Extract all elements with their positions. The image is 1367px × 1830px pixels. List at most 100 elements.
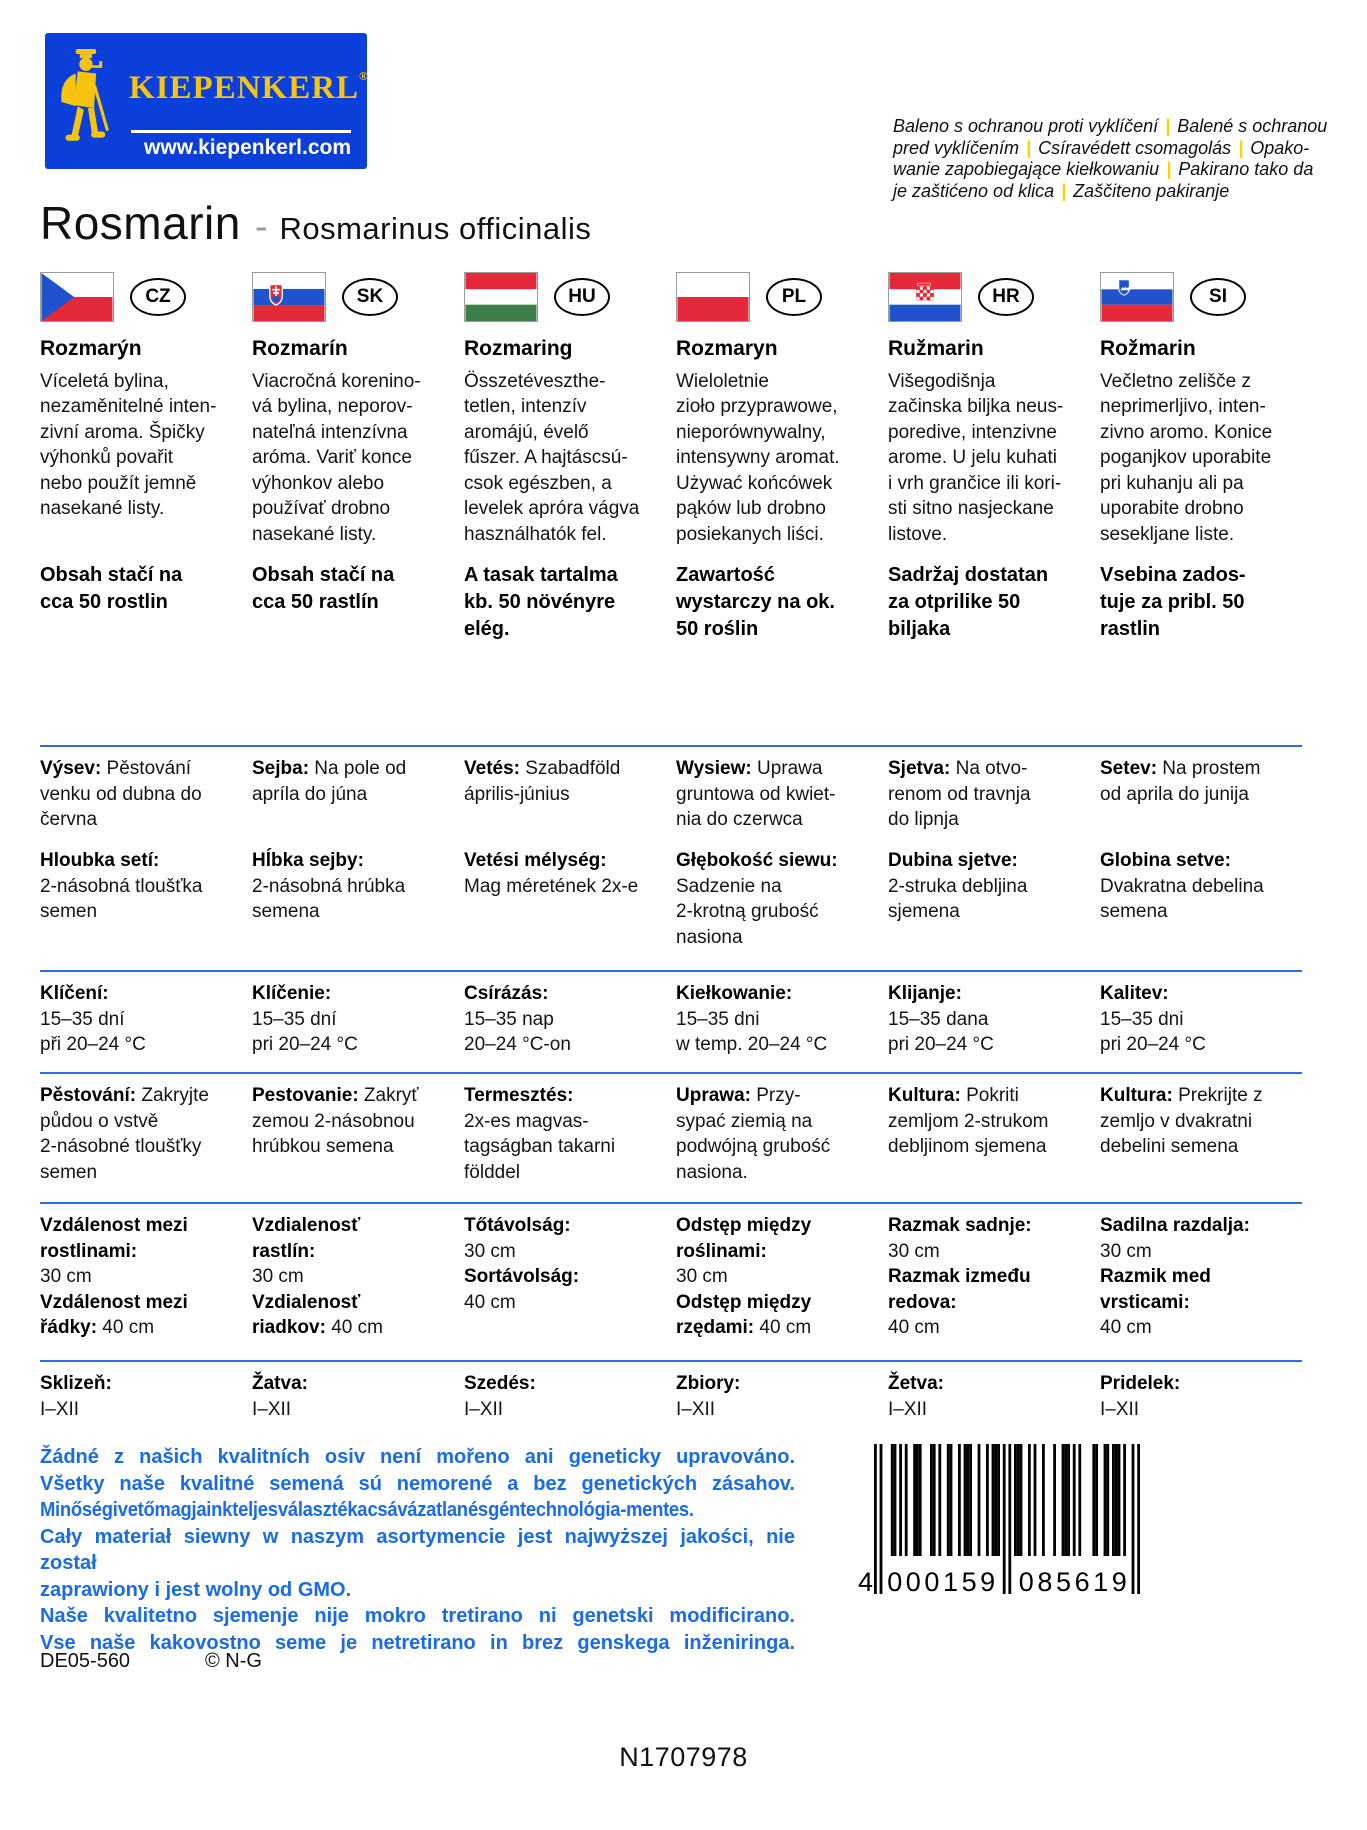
- notice-line-4: je zaštićeno od klica | Zaščiteno pakira…: [893, 180, 1230, 201]
- flag-hr-icon: [888, 272, 962, 322]
- col-si-harvest: Pridelek: I–XII: [1100, 1371, 1300, 1436]
- sowing-hr-label: Sjetva:: [888, 758, 951, 779]
- flagcell-hr: HR: [888, 272, 1088, 322]
- col-cz-content: Obsah stačí na cca 50 rostlin: [40, 562, 240, 745]
- culture-hr-text: Pokriti zemljom 2-strukom debljinom sjem…: [888, 1085, 1049, 1157]
- plant-distance-sk-label: Vzdialenosť rastlín:: [252, 1215, 361, 1262]
- country-code-badge-pl: PL: [766, 278, 822, 316]
- plant-distance-sk-text: 30 cm: [252, 1266, 304, 1287]
- sowing-sk-text: Na pole od apríla do júna: [252, 758, 407, 805]
- col-hr-content: Sadržaj dostatan za otprilike 50 biljaka: [888, 562, 1088, 745]
- culture-pl-text: Przy- sypać ziemią na podwójną grubość n…: [676, 1085, 831, 1183]
- col-sk-spacing: Vzdialenosť rastlín: 30 cm Vzdialenosť ri…: [252, 1213, 452, 1360]
- flag-hu-icon: [464, 272, 538, 322]
- sowing-pl-text: Uprawa gruntowa od kwiet- nia do czerwca: [676, 758, 836, 830]
- col-si-sowing-depth: Setev: Na prostem od aprila do junija Glo…: [1100, 756, 1300, 970]
- plant-distance-hu-label: Tőtávolság:: [464, 1215, 571, 1236]
- page-title: Rosmarin - Rosmarinus officinalis: [40, 196, 591, 250]
- depth-hr-text: 2-struka debljina sjemena: [888, 875, 1028, 923]
- depth-hu-text: Mag méretének 2x-e: [464, 875, 639, 897]
- col-pl-sowing-depth: Wysiew: Uprawa gruntowa od kwiet- nia do…: [676, 756, 876, 970]
- col-hu-germination: Csírázás: 15–35 nap 20–24 °C-on: [464, 981, 664, 1072]
- plant-name-hu: Rozmaring: [464, 337, 573, 360]
- harvest-hr-label: Žetva:: [888, 1373, 944, 1394]
- depth-sk-text: 2-násobná hrúbka semena: [252, 875, 406, 923]
- sowing-si-text: Na prostem od aprila do junija: [1100, 758, 1261, 805]
- barcode-digits-left: 000159: [887, 1567, 995, 1597]
- row-distance-sk-text: 40 cm: [325, 1317, 383, 1338]
- kiepenkerl-man-icon: [61, 49, 109, 141]
- brand-url: www.kiepenkerl.com: [144, 136, 351, 159]
- germination-si-label: Kalitev:: [1100, 983, 1169, 1004]
- germination-hu-text: 15–35 nap 20–24 °C-on: [464, 1008, 571, 1056]
- plant-distance-cz-label: Vzdálenost mezi rostlinami:: [40, 1215, 188, 1262]
- germination-sk-text: 15–35 dní pri 20–24 °C: [252, 1008, 358, 1056]
- plant-name-hr: Ružmarin: [888, 337, 984, 360]
- gmo-disclaimer: Žádné z našich kvalitních osiv není moře…: [40, 1444, 795, 1656]
- row-distance-si-label: Razmik med vrsticami:: [1100, 1266, 1211, 1313]
- flag-si-icon: [1100, 272, 1174, 322]
- section-culture: Pěstování: Zakryjte půdou o vstvě 2-náso…: [40, 1072, 1302, 1202]
- col-hr-culture: Kultura: Pokriti zemljom 2-strukom deblj…: [888, 1083, 1088, 1202]
- harvest-sk-text: I–XII: [252, 1398, 292, 1420]
- content-cz: Obsah stačí na cca 50 rostlin: [40, 564, 183, 613]
- plant-name-si: Rožmarin: [1100, 337, 1196, 360]
- row-distance-cz-label: Vzdálenost mezi řádky:: [40, 1291, 188, 1339]
- culture-hu-text: 2x-es magvas- tagságban takarni földdel: [464, 1110, 616, 1183]
- pipe-separator: |: [1026, 137, 1032, 158]
- harvest-cz-text: I–XII: [40, 1398, 80, 1420]
- germination-protection-notice: Baleno s ochranou proti vyklíčení | Bale…: [893, 116, 1358, 202]
- country-code-badge-si: SI: [1190, 278, 1246, 316]
- section-spacing: Vzdálenost mezi rostlinami: 30 cm Vzdálen…: [40, 1202, 1302, 1360]
- sowing-pl-label: Wysiew:: [676, 758, 752, 779]
- culture-si-text: Prekrijte z zemljo v dvakratni debelini …: [1100, 1085, 1263, 1157]
- row-distance-hr-label: Razmak između redova:: [888, 1266, 1031, 1313]
- country-code-badge-cz: CZ: [130, 278, 186, 316]
- sowing-cz-text: Pěstování venku od dubna do června: [40, 758, 202, 830]
- logo-divider: [131, 130, 351, 133]
- col-cz-harvest: Sklizeň: I–XII: [40, 1371, 240, 1436]
- flag-sk-icon: [252, 272, 326, 322]
- description-hu: Összetéveszthe- tetlen, intenzív aromájú…: [464, 370, 640, 545]
- info-table: Rozmarýn Víceletá bylina, nezaměnitelné i…: [40, 336, 1302, 1436]
- content-si: Vsebina zados- tuje za pribl. 50 rastlin: [1100, 564, 1246, 640]
- depth-cz-text: 2-násobná tloušťka semen: [40, 875, 203, 923]
- sowing-cz-label: Výsev:: [40, 758, 102, 779]
- plant-distance-hr-text: 30 cm: [888, 1240, 940, 1262]
- depth-pl-label: Głębokość siewu:: [676, 850, 838, 871]
- plant-distance-hu-text: 30 cm: [464, 1240, 516, 1262]
- col-si-germination: Kalitev: 15–35 dni pri 20–24 °C: [1100, 981, 1300, 1072]
- col-pl-name-description: Rozmaryn Wieloletnie zioło przyprawowe, n…: [676, 336, 876, 562]
- plant-common-name: Rosmarin: [40, 197, 241, 249]
- col-cz-germination: Klíčení: 15–35 dní při 20–24 °C: [40, 981, 240, 1072]
- sowing-hr-text: Na otvo- renom od travnja do lipnja: [888, 758, 1031, 830]
- col-hr-name-description: Ružmarin Višegodišnja začinska biljka neu…: [888, 336, 1088, 562]
- depth-hu-label: Vetési mélység:: [464, 850, 607, 871]
- col-hu-spacing: Tőtávolság: 30 cm Sortávolság: 40 cm: [464, 1213, 664, 1360]
- sowing-hu-label: Vetés:: [464, 758, 520, 779]
- harvest-sk-label: Žatva:: [252, 1373, 308, 1394]
- col-hu-culture: Termesztés: 2x-es magvas- tagságban taka…: [464, 1083, 664, 1202]
- col-hr-germination: Klijanje: 15–35 dana pri 20–24 °C: [888, 981, 1088, 1072]
- notice-line-1: Baleno s ochranou proti vyklíčení | Bale…: [893, 116, 1328, 136]
- row-distance-pl-text: 40 cm: [754, 1317, 812, 1338]
- col-hr-spacing: Razmak sadnje: 30 cm Razmak između redova…: [888, 1213, 1088, 1360]
- plant-botanical-name: Rosmarinus officinalis: [279, 211, 592, 246]
- harvest-hr-text: I–XII: [888, 1398, 928, 1420]
- country-code-badge-sk: SK: [342, 278, 398, 316]
- section-name-description: Rozmarýn Víceletá bylina, nezaměnitelné i…: [40, 336, 1302, 562]
- harvest-pl-label: Zbiory:: [676, 1373, 741, 1394]
- sowing-sk-label: Sejba:: [252, 758, 310, 779]
- harvest-cz-label: Sklizeň:: [40, 1373, 112, 1394]
- title-dash: -: [254, 206, 268, 248]
- col-pl-culture: Uprawa: Przy- sypać ziemią na podwójną g…: [676, 1083, 876, 1202]
- flagcell-hu: HU: [464, 272, 664, 322]
- col-cz-culture: Pěstování: Zakryjte půdou o vstvě 2-náso…: [40, 1083, 240, 1202]
- germination-hu-label: Csírázás:: [464, 983, 549, 1004]
- flagcell-pl: PL: [676, 272, 876, 322]
- culture-si-label: Kultura:: [1100, 1085, 1173, 1106]
- col-si-culture: Kultura: Prekrijte z zemljo v dvakratni …: [1100, 1083, 1300, 1202]
- depth-si-text: Dvakratna debelina semena: [1100, 875, 1264, 923]
- disclaimer-line-2: Všetky naše kvalitné semená sú nemorené …: [40, 1472, 795, 1495]
- registered-mark: ®: [359, 69, 369, 83]
